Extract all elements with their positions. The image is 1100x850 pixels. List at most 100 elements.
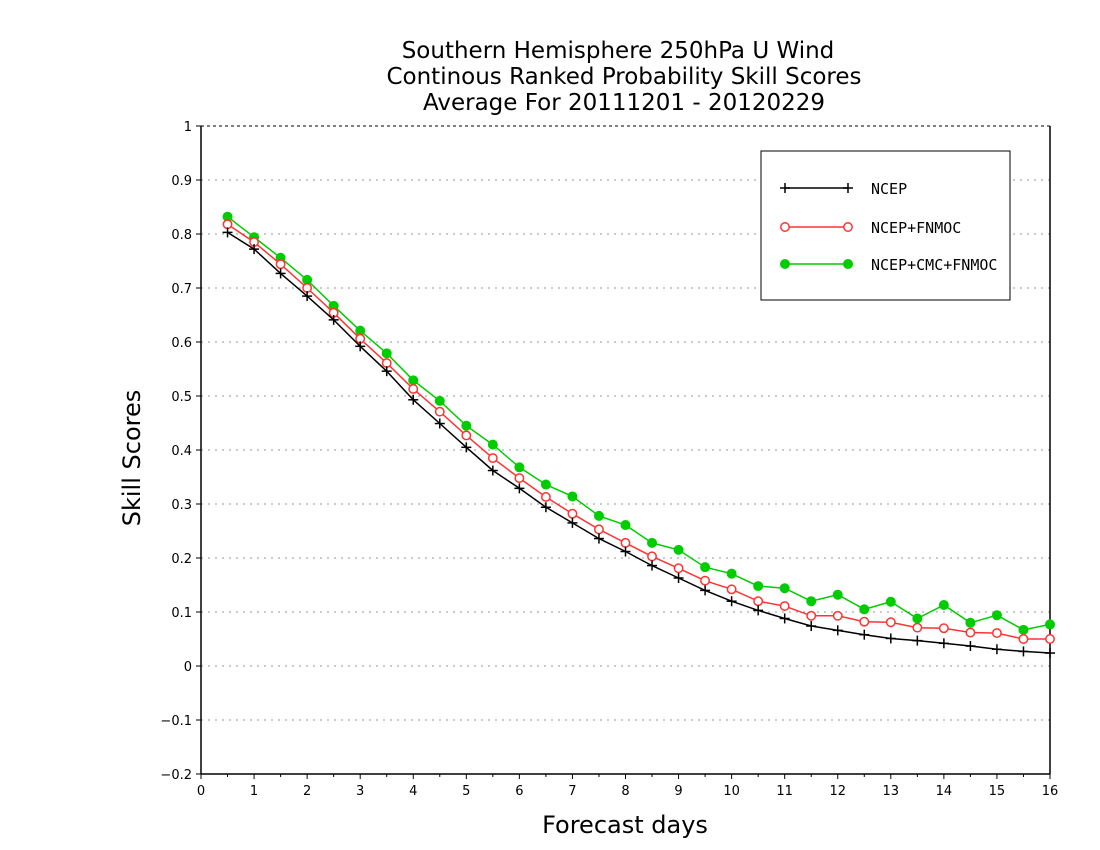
axes (196, 125, 1051, 779)
data-point (1018, 634, 1029, 644)
data-point (593, 510, 604, 521)
data-point (275, 259, 286, 270)
data-point (806, 596, 817, 607)
data-point (461, 442, 472, 453)
legend-box (760, 150, 1011, 301)
data-point (647, 537, 658, 548)
data-point (487, 439, 498, 450)
legend-marker (780, 183, 790, 193)
data-point (249, 244, 260, 255)
data-point (647, 551, 657, 562)
data-point (355, 341, 366, 352)
legend-marker (843, 183, 853, 193)
chart-title: Southern Hemisphere 250hPa U Wind Contin… (386, 38, 861, 116)
data-point (1045, 619, 1055, 630)
series-ncep-cmc-fnmoc (222, 211, 1055, 635)
data-point (514, 483, 525, 494)
data-point (408, 375, 419, 386)
data-point (514, 473, 525, 484)
data-point (222, 227, 233, 238)
data-point (726, 584, 737, 595)
data-point (275, 268, 286, 279)
legend-entry: NCEP (780, 180, 907, 198)
data-point (806, 621, 817, 632)
data-point (700, 562, 711, 573)
data-point (673, 563, 684, 574)
data-point (302, 283, 313, 293)
y-tick-label: 0.6 (171, 336, 192, 351)
data-point (620, 546, 631, 557)
data-point (885, 633, 896, 644)
data-point (594, 524, 604, 535)
data-point (859, 604, 870, 615)
y-tick-label: 0.4 (171, 444, 192, 459)
data-point (991, 644, 1002, 655)
data-point (620, 537, 631, 548)
data-point (567, 517, 578, 528)
data-point (753, 596, 764, 607)
data-point (700, 575, 711, 586)
x-tick-label: 13 (883, 784, 900, 799)
y-tick-label: 0.9 (171, 174, 192, 189)
x-tick-labels: 0 1 2 3 4 5 6 7 8 9 10 11 12 13 14 15 16 (197, 784, 1058, 799)
data-point (859, 629, 870, 640)
x-tick-label: 5 (462, 784, 470, 799)
data-point (408, 384, 419, 394)
x-tick-label: 1 (250, 784, 258, 799)
data-point (673, 572, 684, 583)
data-point (408, 394, 419, 405)
data-point (540, 479, 551, 490)
series-group (222, 211, 1055, 659)
y-tick-label: 1 (184, 120, 192, 135)
data-point (328, 314, 339, 325)
data-point (381, 366, 392, 377)
data-point (965, 627, 976, 638)
data-point (938, 623, 949, 634)
data-point (647, 560, 658, 571)
data-point (726, 596, 737, 607)
data-point (832, 589, 843, 600)
data-point (1018, 624, 1029, 635)
title-line-3: Average For 20111201 - 20120229 (423, 90, 825, 116)
y-tick-label: 0.8 (171, 228, 192, 243)
data-point (938, 638, 949, 649)
legend-entry: NCEP+FNMOC (780, 219, 961, 237)
data-point (434, 406, 445, 417)
data-point (1018, 646, 1029, 657)
data-point (753, 605, 764, 616)
data-point (540, 502, 551, 513)
data-point (1045, 634, 1055, 644)
data-point (885, 617, 896, 628)
data-point (461, 430, 472, 441)
y-tick-label: −0.1 (160, 714, 192, 729)
legend-label: NCEP+FNMOC (871, 219, 961, 237)
x-tick-label: 3 (356, 784, 364, 799)
x-tick-label: 8 (621, 784, 629, 799)
data-point (779, 583, 790, 594)
x-tick-label: 10 (723, 784, 740, 799)
legend-marker (780, 259, 790, 269)
data-point (938, 599, 949, 610)
data-point (487, 453, 498, 464)
y-tick-label: 0.3 (171, 498, 192, 513)
data-point (753, 581, 764, 592)
legend-marker (843, 259, 853, 269)
y-tick-label: 0.7 (171, 282, 192, 297)
data-point (912, 613, 923, 624)
data-point (487, 465, 498, 476)
y-tick-label: 0 (184, 660, 192, 675)
data-point (832, 625, 843, 636)
data-point (381, 358, 392, 369)
data-point (540, 492, 551, 502)
y-tick-label: −0.2 (160, 768, 192, 783)
y-tick-labels: −0.2 −0.1 0 0.1 0.2 0.3 0.4 0.5 0.6 0.7 0.8 0.9 1 (160, 120, 192, 783)
x-tick-label: 14 (936, 784, 953, 799)
x-axis-title: Forecast days (542, 811, 708, 839)
data-point (620, 520, 631, 531)
data-point (991, 628, 1002, 639)
data-point (1045, 648, 1055, 659)
x-tick-label: 12 (829, 784, 846, 799)
data-point (302, 291, 313, 302)
data-point (806, 610, 817, 621)
